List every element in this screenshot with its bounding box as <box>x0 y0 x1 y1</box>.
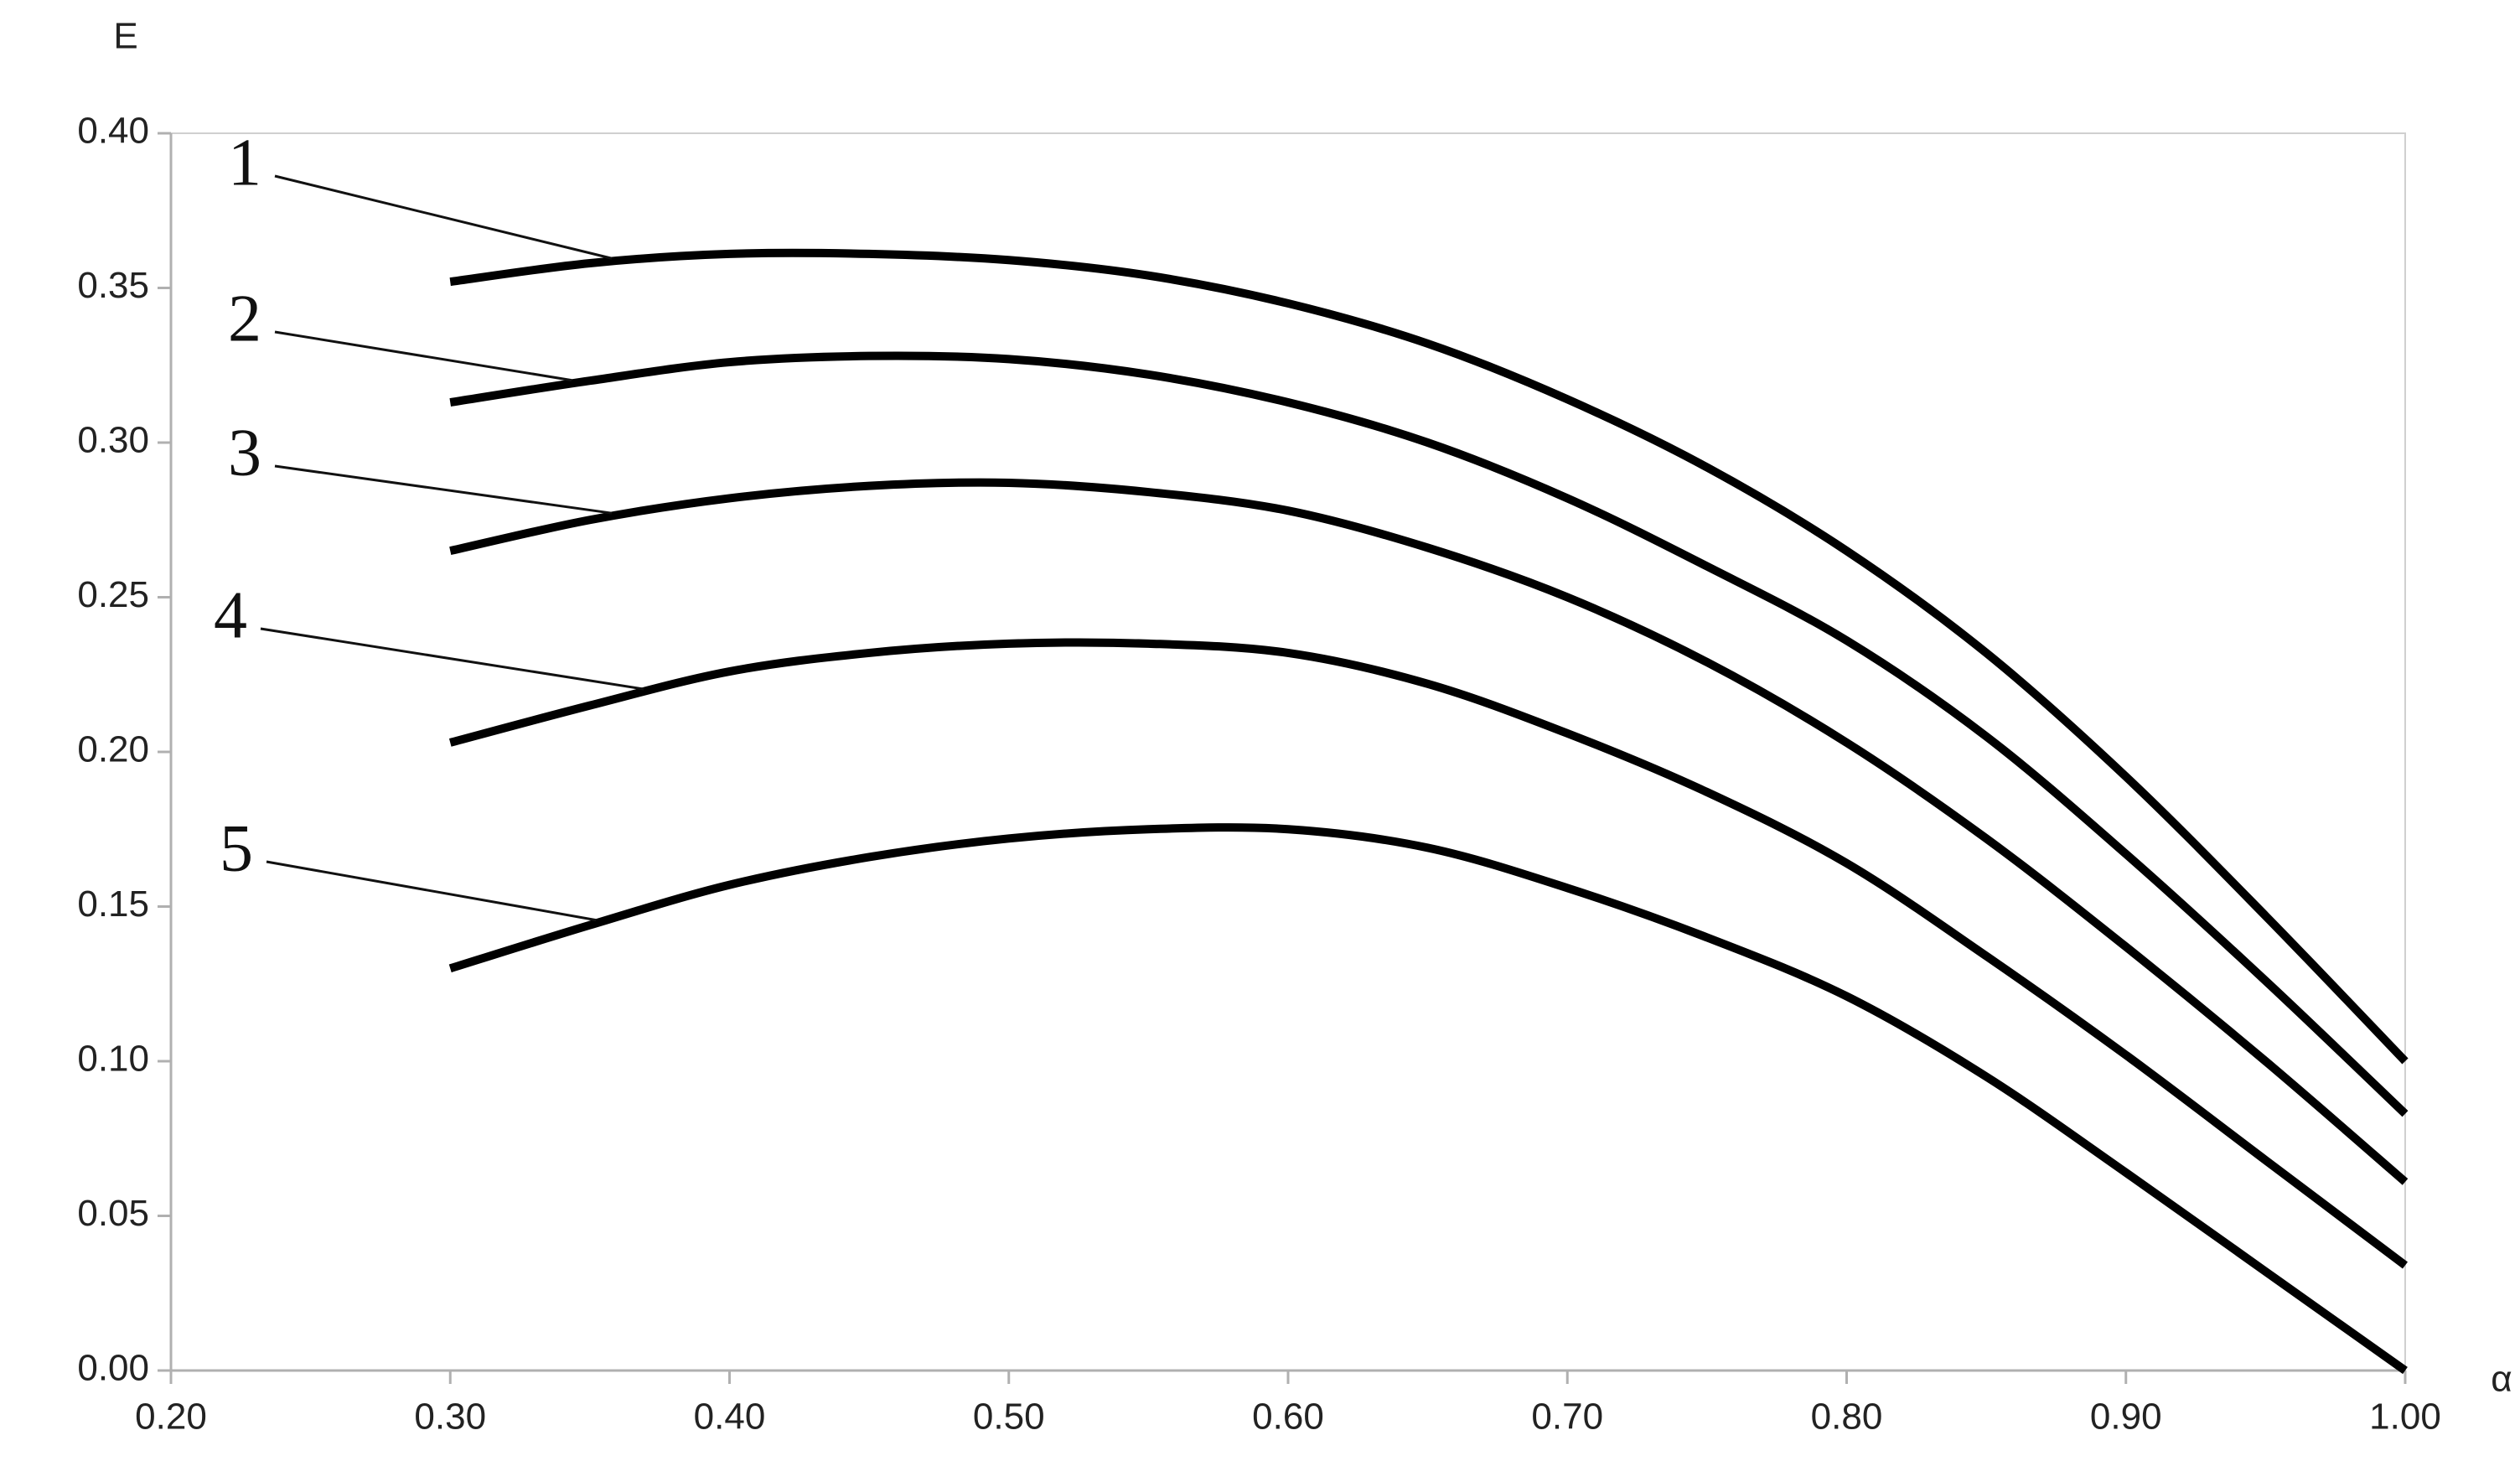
series-label: 2 <box>228 282 261 355</box>
x-tick-label: 0.30 <box>414 1396 486 1438</box>
y-tick-label: 0.35 <box>77 265 149 306</box>
y-tick-label: 0.15 <box>77 884 149 925</box>
series-line <box>448 638 2409 1269</box>
series-line <box>449 478 2409 1185</box>
x-axis-label: α <box>2491 1359 2512 1400</box>
y-tick-label: 0.05 <box>77 1193 149 1234</box>
x-tick-label: 0.90 <box>2090 1396 2162 1438</box>
series-line <box>449 351 2409 1117</box>
y-tick-label: 0.20 <box>77 729 149 770</box>
series-label: 1 <box>228 126 261 200</box>
series-line <box>449 248 2409 1065</box>
x-tick-label: 0.20 <box>135 1396 207 1438</box>
x-tick-label: 1.00 <box>2369 1396 2441 1438</box>
y-tick-label: 0.00 <box>77 1348 149 1389</box>
plot-frame <box>170 132 2406 1371</box>
y-tick-label: 0.25 <box>77 574 149 615</box>
x-tick-label: 0.70 <box>1531 1396 1603 1438</box>
leader-line <box>260 627 644 691</box>
x-tick-label: 0.60 <box>1252 1396 1324 1438</box>
series-label: 4 <box>214 578 247 652</box>
leader-line <box>274 174 613 260</box>
y-tick-label: 0.10 <box>77 1039 149 1080</box>
x-tick-label: 0.40 <box>694 1396 766 1438</box>
leader-line <box>266 860 597 922</box>
x-tick-label: 0.80 <box>1811 1396 1883 1438</box>
leader-line <box>274 464 613 515</box>
y-axis-label: E <box>113 16 137 57</box>
y-tick-label: 0.30 <box>77 420 149 461</box>
series-label: 3 <box>228 416 261 490</box>
series-label: 5 <box>220 811 253 885</box>
series-line <box>448 823 2408 1375</box>
y-tick-label: 0.40 <box>77 111 149 152</box>
x-tick-label: 0.50 <box>973 1396 1045 1438</box>
leader-line <box>274 330 572 382</box>
